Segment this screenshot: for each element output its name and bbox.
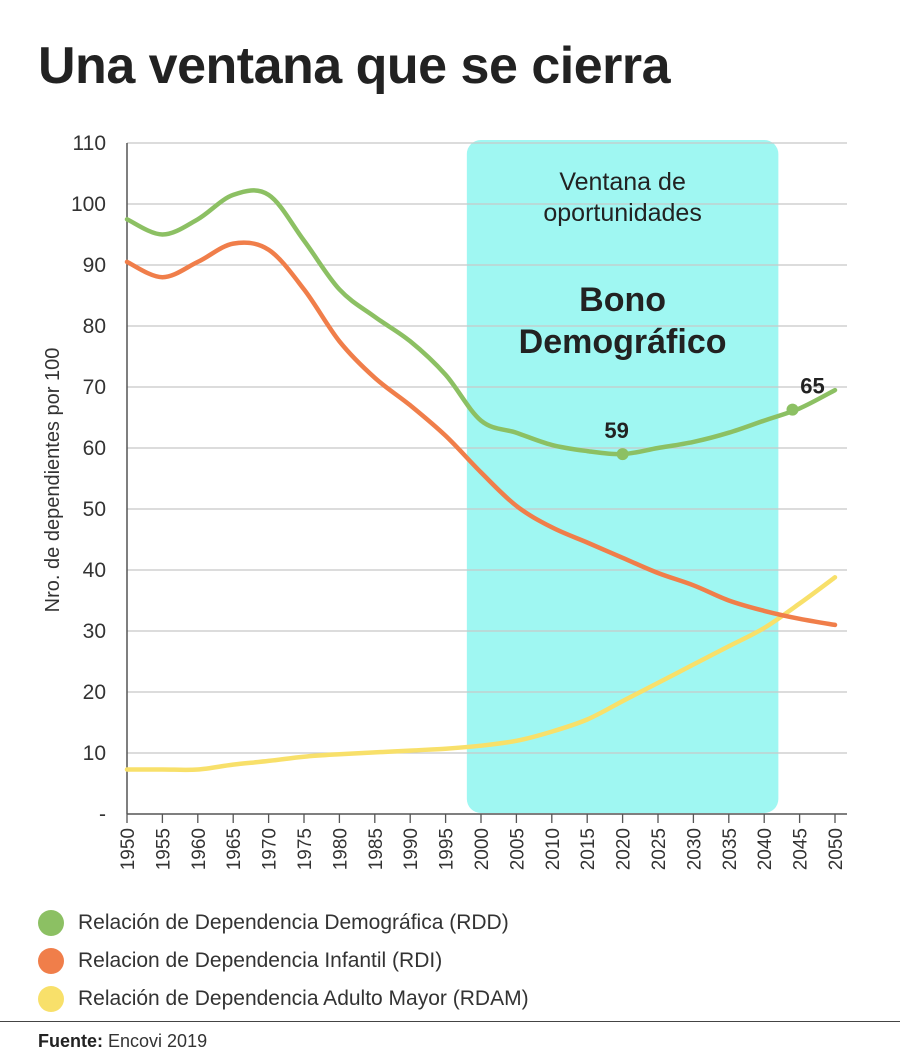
legend-item-rdam: Relación de Dependencia Adulto Mayor (RD… [38, 980, 529, 1018]
x-tick-label: 1970 [260, 828, 281, 870]
band-label-main: Bono Demográfico [519, 281, 727, 361]
y-tick-label: 20 [83, 681, 106, 704]
x-tick-label: 1965 [224, 828, 245, 870]
point-marker [786, 403, 799, 416]
y-tick-label: 90 [83, 254, 106, 277]
footer-divider [0, 1021, 900, 1022]
opportunity-window-rect [466, 140, 779, 813]
legend-item-rdi: Relacion de Dependencia Infantil (RDI) [38, 942, 529, 980]
chart-title: Una ventana que se cierra [38, 37, 671, 95]
point-label: 59 [604, 418, 628, 443]
y-tick-label: - [99, 803, 106, 826]
x-tick-label: 2025 [649, 828, 670, 870]
legend-dot-rdi [38, 948, 64, 974]
x-tick-label: 2050 [826, 828, 847, 870]
x-tick-label: 1950 [118, 828, 139, 870]
x-tick-label: 2045 [791, 828, 812, 870]
x-tick-label: 1990 [401, 828, 422, 870]
x-tick-label: 2000 [472, 828, 493, 870]
point-markers: 59 65 [604, 374, 825, 461]
x-tick-label: 2005 [507, 828, 528, 870]
y-tick-label: 100 [71, 193, 106, 216]
y-tick-label: 110 [73, 132, 106, 155]
y-tick-label: 80 [83, 315, 106, 338]
x-tick-label: 1985 [366, 828, 387, 870]
x-tick-label: 2015 [578, 828, 599, 870]
y-axis-title: Nro. de dependientes por 100 [42, 348, 64, 613]
band-label-top: Ventana de oportunidades [543, 168, 701, 227]
legend-label-rdd: Relación de Dependencia Demográfica (RDD… [78, 911, 509, 934]
x-tick-label: 2010 [543, 828, 564, 870]
y-tick-label: 30 [83, 620, 106, 643]
source-note: Fuente: Encovi 2019 [38, 1031, 207, 1052]
legend-item-rdd: Relación de Dependencia Demográfica (RDD… [38, 904, 529, 942]
point-marker [616, 448, 629, 461]
y-tick-label: 70 [83, 376, 106, 399]
series-line-rdd [124, 188, 838, 457]
x-tick-label: 2040 [755, 828, 776, 870]
point-label: 65 [800, 374, 824, 399]
legend-label-rdi: Relacion de Dependencia Infantil (RDI) [78, 949, 443, 972]
opportunity-window-band [466, 140, 779, 813]
source-text: Encovi 2019 [108, 1031, 208, 1051]
x-tick-label: 2020 [614, 828, 635, 870]
y-tick-label: 50 [83, 498, 106, 521]
legend-dot-rdam [38, 986, 64, 1012]
legend-dot-rdd [38, 910, 64, 936]
legend-label-rdam: Relación de Dependencia Adulto Mayor (RD… [78, 987, 529, 1010]
gridlines [127, 142, 847, 754]
y-tick-label: 60 [83, 437, 106, 460]
series-line-rdi [124, 240, 838, 628]
x-tick-label: 1980 [330, 828, 351, 870]
series-line-rdam [124, 575, 838, 773]
x-tick-label: 1975 [295, 828, 316, 870]
band-labels: Ventana de oportunidades Bono Demográfico [519, 168, 727, 361]
y-tick-label: 40 [83, 559, 106, 582]
series-lines [124, 188, 838, 773]
y-tick-label: 10 [83, 742, 106, 765]
legend: Relación de Dependencia Demográfica (RDD… [38, 904, 529, 1018]
x-tick-label: 1995 [437, 828, 458, 870]
x-tick-label: 1955 [153, 828, 174, 870]
x-tick-label: 1960 [189, 828, 210, 870]
x-tick-label: 2035 [720, 828, 741, 870]
x-tick-label: 2030 [684, 828, 705, 870]
source-label: Fuente: [38, 1031, 103, 1051]
